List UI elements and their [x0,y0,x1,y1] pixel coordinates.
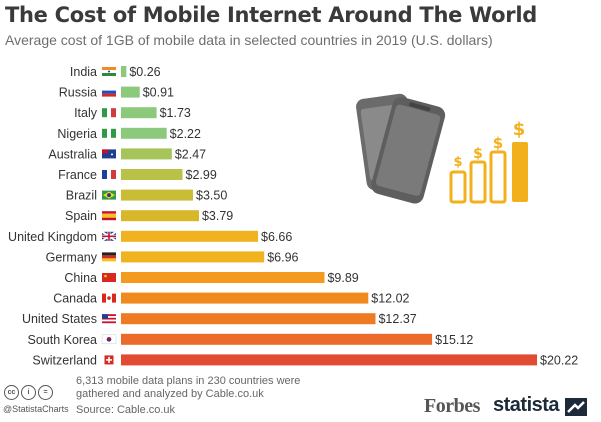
bar [121,66,127,77]
flag-brazil-icon [102,190,116,200]
category-label: Germany [46,250,98,264]
bar [121,292,369,304]
flag-china-icon [102,273,116,282]
flag-india-icon [102,67,116,76]
chart-title: The Cost of Mobile Internet Around The W… [5,3,537,27]
bar [121,210,199,222]
data-label: $15.12 [435,333,473,347]
category-label: Switzerland [32,353,97,367]
category-label: Canada [53,292,97,306]
category-label: China [64,271,97,285]
flag-russia-icon [102,87,116,97]
flag-south-korea-icon [101,334,117,345]
creative-commons-icon: cc [4,385,19,400]
data-label: $6.66 [261,230,292,244]
statista-logo-icon [565,398,587,416]
flag-uk-icon [101,230,117,242]
illustration: $ $ $ $ [356,93,528,204]
flag-usa-icon [102,314,116,324]
statista-logo: statista [493,394,560,416]
attribution-icon: i [21,385,36,400]
category-label: Italy [74,106,98,120]
category-label: United Kingdom [8,230,97,244]
bar [121,107,157,119]
flag-switzerland-icon [104,355,114,365]
data-label: $3.50 [196,189,227,203]
bar [121,272,325,283]
svg-text:$: $ [473,146,483,162]
category-label: Nigeria [57,127,97,141]
data-label: $12.02 [371,292,409,306]
bar [121,230,259,242]
data-label: $3.79 [202,209,233,223]
category-label: India [70,65,97,79]
twitter-handle: @StatistaCharts [3,404,69,414]
category-label: South Korea [28,333,98,347]
category-label: Brazil [66,189,97,203]
bar [121,313,376,325]
category-label: Russia [59,86,97,100]
flag-germany-icon [102,252,116,262]
flag-nigeria-icon [102,128,116,138]
svg-text:$: $ [493,134,503,152]
data-label: $12.37 [378,312,416,326]
flag-france-icon [102,170,116,179]
data-label: $2.22 [170,127,201,141]
svg-text:$: $ [453,155,462,170]
rising-cost-bars-icon [449,142,528,204]
flag-spain-icon [102,211,116,221]
bar [121,354,537,366]
no-derivatives-icon: = [38,385,53,400]
forbes-logo: Forbes [424,395,480,417]
license-icons: cc i = [4,385,53,400]
data-label: $2.47 [175,147,206,161]
bar [121,169,183,180]
bar [121,86,140,98]
smartphone-icon [371,97,446,204]
data-label: $20.22 [540,353,578,367]
source-line: Source: Cable.co.uk [76,404,176,416]
category-label: United States [22,312,97,326]
bar [121,189,194,201]
flag-canada-icon [102,293,116,303]
dollar-sign-icon: $ $ $ $ [453,119,525,170]
methodology-note: 6,313 mobile data plans in 230 countries… [76,375,301,400]
category-label: Spain [65,209,97,223]
chart-subtitle: Average cost of 1GB of mobile data in se… [5,32,493,48]
data-label: $1.73 [160,106,191,120]
flag-italy-icon [102,108,116,118]
bar-chart: India $0.26 Russia $0.91 Italy $1.73 Nigeria $2… [8,65,578,367]
data-label: $0.91 [143,86,174,100]
bar [121,251,265,263]
data-label: $0.26 [129,65,160,79]
data-label: $2.99 [186,168,217,182]
bar [121,127,167,139]
category-label: Australia [48,147,97,161]
category-label: France [58,168,97,182]
flag-australia-icon [102,149,116,159]
bar [121,148,172,160]
data-label: $6.96 [267,250,298,264]
svg-text:$: $ [513,119,526,140]
data-label: $9.89 [327,271,358,285]
bar [121,333,433,345]
